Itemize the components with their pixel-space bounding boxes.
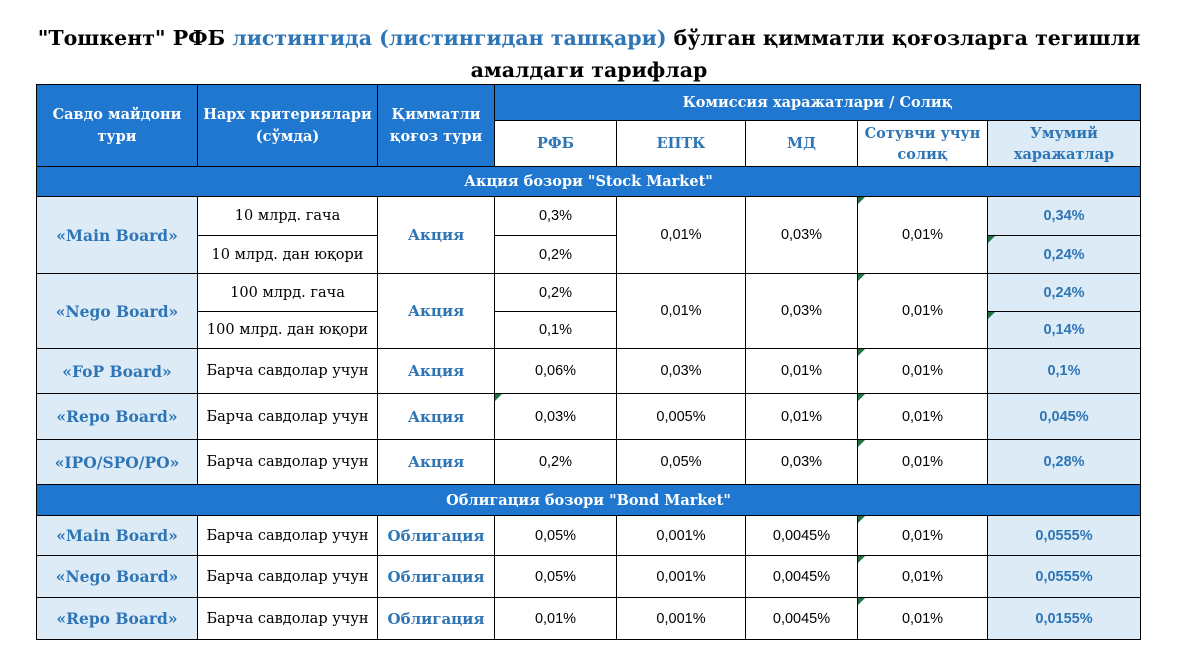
security-type: Облигация	[377, 555, 495, 598]
subheader-md: МД	[745, 120, 858, 167]
price-criteria: 10 млрд. гача	[197, 196, 378, 236]
total-value: 0,0555%	[987, 515, 1141, 556]
price-criteria: 100 млрд. гача	[197, 273, 378, 312]
board-name: «Nego Board»	[36, 555, 198, 598]
md-value: 0,03%	[745, 439, 858, 485]
seller-tax-value: 0,01%	[857, 196, 988, 274]
header-trading-floor: Савдо майдони тури	[36, 84, 198, 167]
eptk-value: 0,01%	[616, 196, 746, 274]
eptk-value: 0,05%	[616, 439, 746, 485]
subheader-rfb: РФБ	[494, 120, 617, 167]
subheader-total: Умумий харажатлар	[987, 120, 1141, 167]
total-value: 0,28%	[987, 439, 1141, 485]
eptk-value: 0,001%	[616, 597, 746, 640]
price-criteria: Барча савдолар учун	[197, 393, 378, 440]
header-commission-group: Комиссия харажатлари / Солиқ	[494, 84, 1141, 121]
board-name: «Repo Board»	[36, 597, 198, 640]
table-row: «Repo Board» Барча савдолар учун Облигац…	[36, 597, 1141, 640]
table-row: «Main Board» Барча савдолар учун Облигац…	[36, 515, 1141, 556]
eptk-value: 0,001%	[616, 555, 746, 598]
board-name: «Main Board»	[36, 196, 198, 274]
rfb-value: 0,06%	[494, 348, 617, 394]
security-type: Облигация	[377, 515, 495, 556]
subheader-row: РФБ ЕПТК МД Сотувчи учун солиқ Умумий ха…	[37, 120, 1141, 167]
seller-tax-value: 0,01%	[857, 273, 988, 349]
seller-tax-value: 0,01%	[857, 597, 988, 640]
total-value: 0,045%	[987, 393, 1141, 440]
header-row: Савдо майдони тури Нарх критериялари (сў…	[36, 84, 1141, 167]
security-type: Акция	[377, 196, 495, 274]
eptk-value: 0,001%	[616, 515, 746, 556]
seller-tax-value: 0,01%	[857, 393, 988, 440]
board-name: «Repo Board»	[36, 393, 198, 440]
title-suffix: бўлган қимматли қоғозларга тегишли амалд…	[470, 26, 1141, 82]
tariff-table: Савдо майдони тури Нарх критериялари (сў…	[36, 84, 1141, 640]
section-row-stock: Акция бозори "Stock Market"	[36, 166, 1141, 197]
eptk-value: 0,005%	[616, 393, 746, 440]
header-price-criteria: Нарх критериялари (сўмда)	[197, 84, 378, 167]
eptk-value: 0,01%	[616, 273, 746, 349]
seller-tax-value: 0,01%	[857, 515, 988, 556]
rfb-value: 0,05%	[494, 515, 617, 556]
price-criteria: 10 млрд. дан юқори	[197, 235, 378, 274]
rfb-value: 0,05%	[494, 555, 617, 598]
subheader-eptk: ЕПТК	[616, 120, 746, 167]
rfb-value: 0,1%	[494, 311, 617, 349]
section-title-stock: Акция бозори "Stock Market"	[36, 166, 1141, 197]
table-row: «IPO/SPO/PO» Барча савдолар учун Акция 0…	[36, 439, 1141, 485]
title-prefix: "Тошкент" РФБ	[37, 26, 233, 50]
board-name: «FoP Board»	[36, 348, 198, 394]
rfb-value: 0,03%	[494, 393, 617, 440]
security-type: Акция	[377, 393, 495, 440]
table-row: «Main Board» 10 млрд. гача Акция 0,3% 0,…	[36, 196, 1141, 274]
rfb-value: 0,2%	[494, 273, 617, 312]
price-criteria: Барча савдолар учун	[197, 348, 378, 394]
page-title: "Тошкент" РФБ листингида (листингидан та…	[0, 22, 1178, 86]
total-value: 0,24%	[987, 235, 1141, 274]
table-row: «Repo Board» Барча савдолар учун Акция 0…	[36, 393, 1141, 440]
price-criteria: Барча савдолар учун	[197, 555, 378, 598]
price-criteria: 100 млрд. дан юқори	[197, 311, 378, 349]
rfb-value: 0,3%	[494, 196, 617, 236]
rfb-value: 0,2%	[494, 439, 617, 485]
section-row-bond: Облигация бозори "Bond Market"	[36, 484, 1141, 516]
seller-tax-value: 0,01%	[857, 348, 988, 394]
eptk-value: 0,03%	[616, 348, 746, 394]
md-value: 0,0045%	[745, 515, 858, 556]
board-name: «Main Board»	[36, 515, 198, 556]
total-value: 0,0555%	[987, 555, 1141, 598]
header-security-type: Қимматли қоғоз тури	[377, 84, 495, 167]
security-type: Акция	[377, 273, 495, 349]
security-type: Акция	[377, 439, 495, 485]
security-type: Акция	[377, 348, 495, 394]
md-value: 0,0045%	[745, 597, 858, 640]
board-name: «Nego Board»	[36, 273, 198, 349]
md-value: 0,01%	[745, 348, 858, 394]
total-value: 0,14%	[987, 311, 1141, 349]
rfb-value: 0,2%	[494, 235, 617, 274]
table-row: «Nego Board» 100 млрд. гача Акция 0,2% 0…	[36, 273, 1141, 349]
price-criteria: Барча савдолар учун	[197, 439, 378, 485]
title-highlight: листингида (листингидан ташқари)	[232, 26, 667, 50]
security-type: Облигация	[377, 597, 495, 640]
total-value: 0,24%	[987, 273, 1141, 312]
seller-tax-value: 0,01%	[857, 439, 988, 485]
md-value: 0,03%	[745, 196, 858, 274]
md-value: 0,0045%	[745, 555, 858, 598]
table-row: «Nego Board» Барча савдолар учун Облигац…	[36, 555, 1141, 598]
price-criteria: Барча савдолар учун	[197, 597, 378, 640]
total-value: 0,0155%	[987, 597, 1141, 640]
total-value: 0,1%	[987, 348, 1141, 394]
seller-tax-value: 0,01%	[857, 555, 988, 598]
board-name: «IPO/SPO/PO»	[36, 439, 198, 485]
table-row: 100 млрд. дан юқори 0,1% 0,14%	[37, 311, 1141, 349]
price-criteria: Барча савдолар учун	[197, 515, 378, 556]
md-value: 0,01%	[745, 393, 858, 440]
rfb-value: 0,01%	[494, 597, 617, 640]
section-title-bond: Облигация бозори "Bond Market"	[36, 484, 1141, 516]
table-row: «FoP Board» Барча савдолар учун Акция 0,…	[36, 348, 1141, 394]
md-value: 0,03%	[745, 273, 858, 349]
subheader-seller-tax: Сотувчи учун солиқ	[857, 120, 988, 167]
total-value: 0,34%	[987, 196, 1141, 236]
